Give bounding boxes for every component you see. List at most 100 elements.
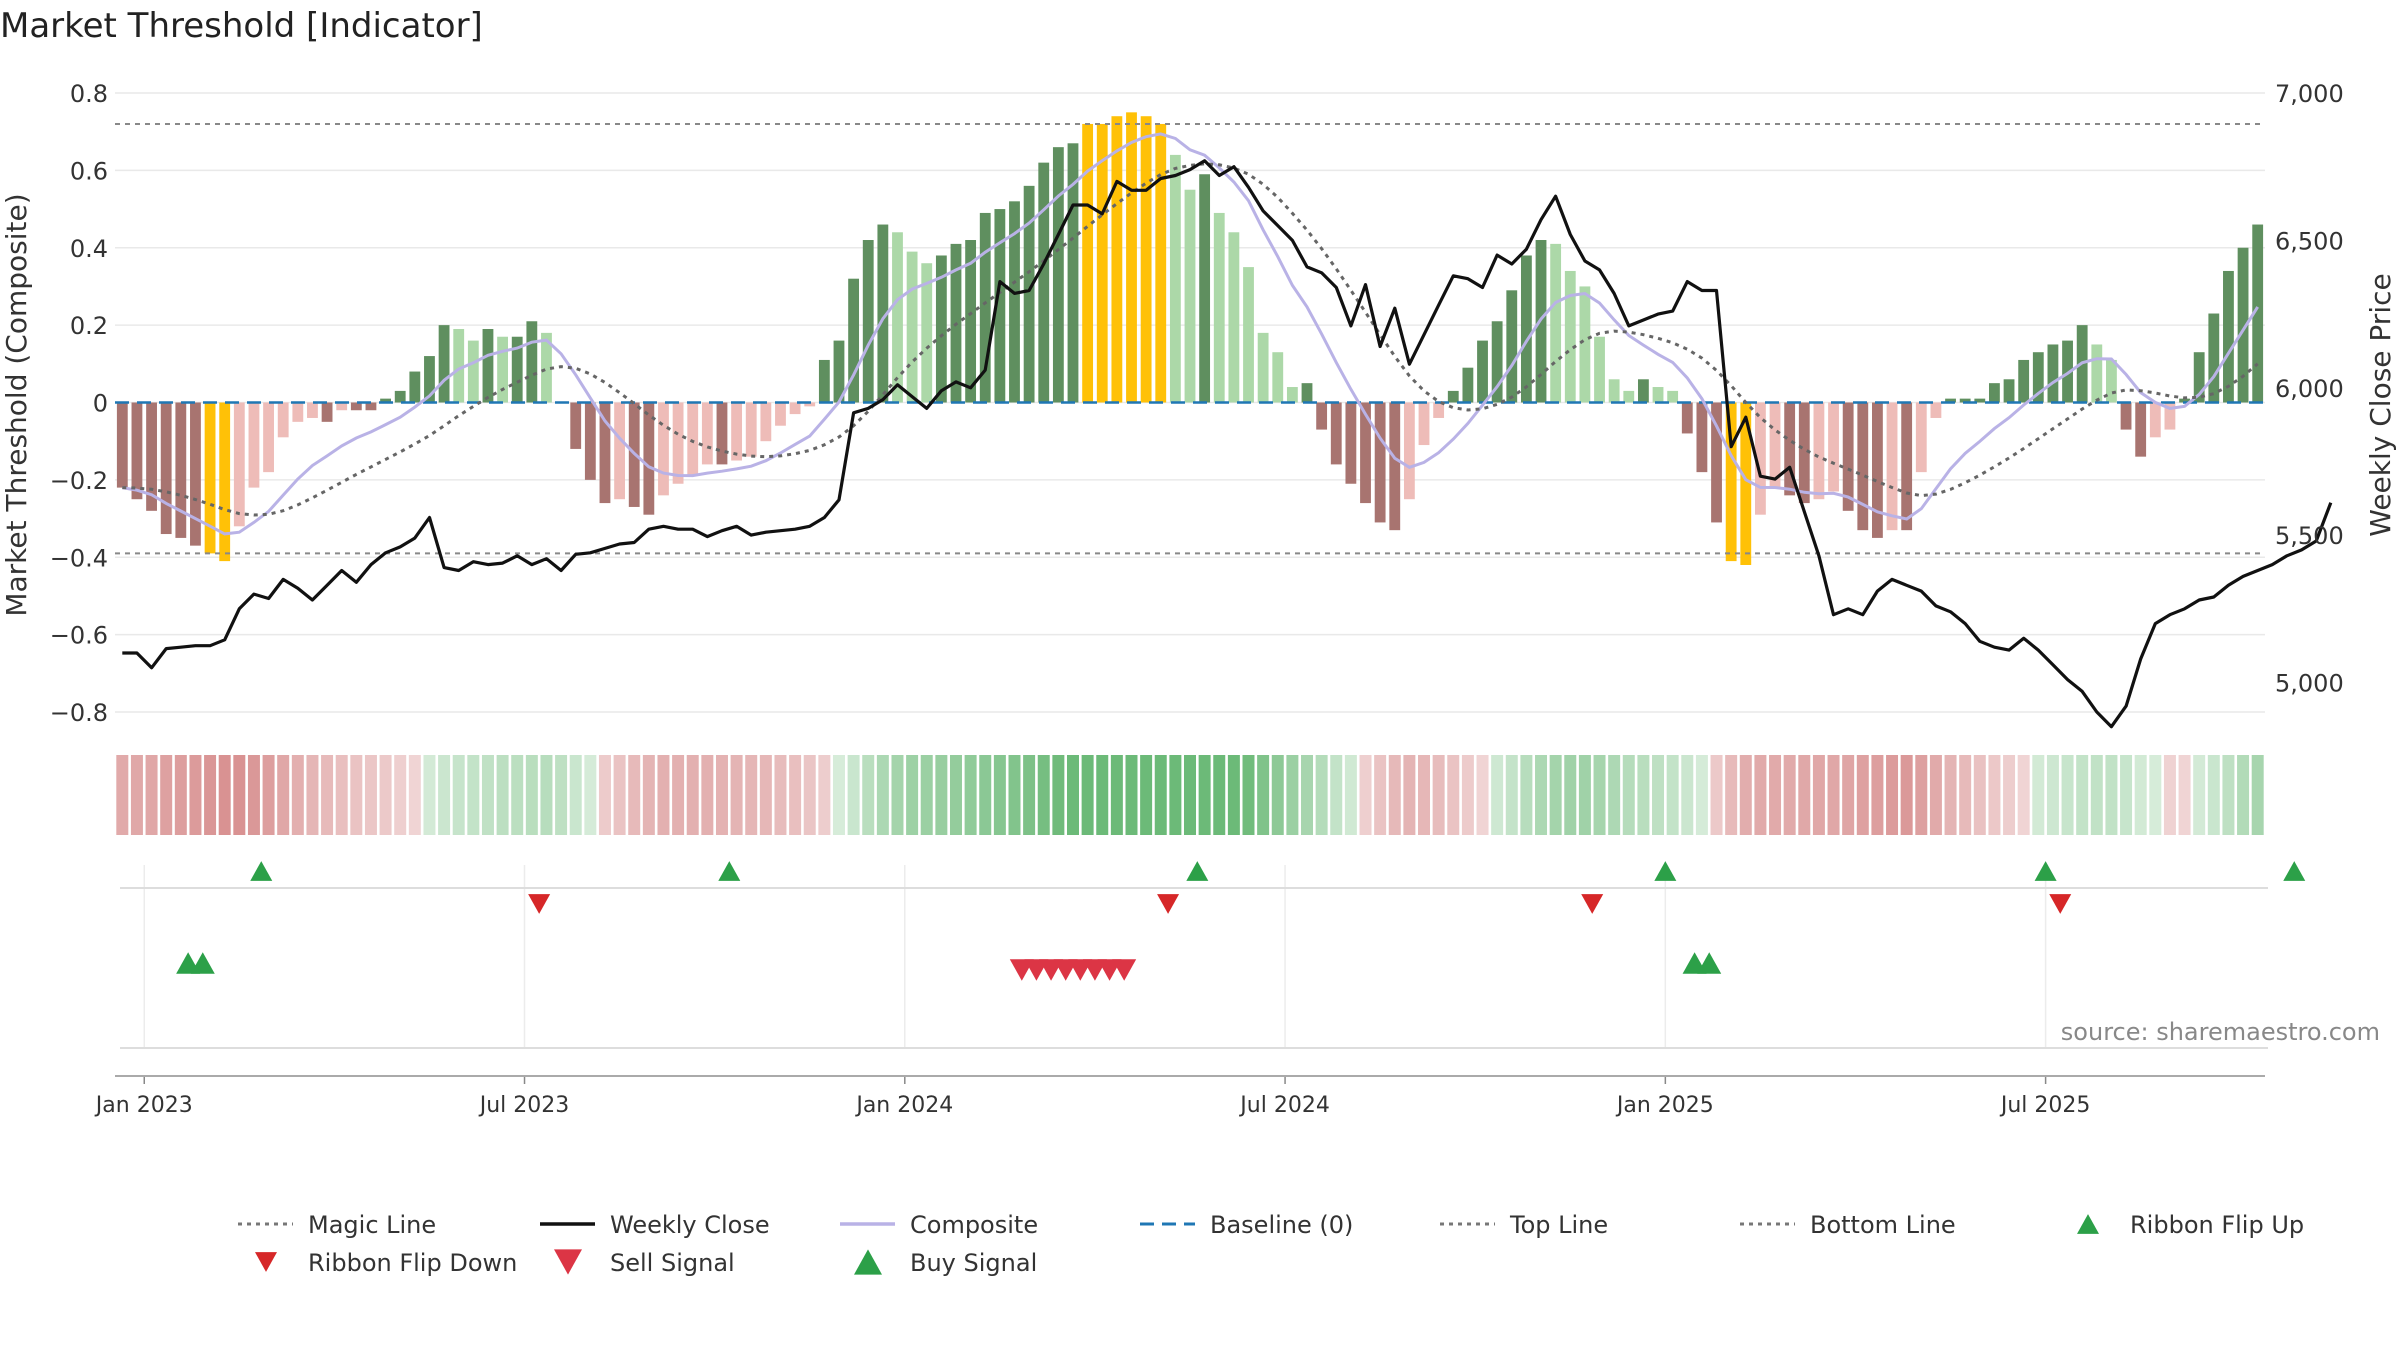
ribbon-cell: [1286, 755, 1299, 835]
legend-buy-signal-icon: [854, 1249, 882, 1275]
composite-bar: [453, 328, 465, 403]
composite-bar: [862, 240, 874, 403]
ribbon-cell: [876, 755, 889, 835]
ribbon-cell: [496, 755, 509, 835]
composite-bar: [365, 402, 377, 411]
composite-bar: [1769, 402, 1781, 488]
ribbon-cell: [1096, 755, 1109, 835]
legend-sell-signal-icon: [554, 1249, 582, 1275]
legend-buy-signal-label: Buy Signal: [910, 1249, 1037, 1277]
composite-bar: [175, 402, 187, 538]
legend-item: Top Line: [1440, 1211, 1608, 1239]
ribbon-cell: [1637, 755, 1650, 835]
composite-bar: [848, 278, 860, 403]
composite-bar: [2106, 359, 2117, 403]
ribbon-cell: [598, 755, 611, 835]
ribbon-cell: [321, 755, 334, 835]
y-tick-label: 0.4: [70, 235, 108, 263]
ribbon-cell: [130, 755, 143, 835]
ribbon-cell: [540, 755, 553, 835]
composite-bar: [1506, 290, 1518, 403]
composite-bar: [1213, 212, 1225, 403]
ribbon-cell: [2076, 755, 2089, 835]
ribbon-cell: [1301, 755, 1314, 835]
composite-bar: [833, 340, 845, 403]
composite-bar: [1798, 402, 1810, 504]
ribbon-cell: [233, 755, 246, 835]
composite-bar: [1126, 112, 1137, 403]
ribbon-cell: [1403, 755, 1416, 835]
composite-bar: [1711, 402, 1722, 523]
ribbon-cell: [1959, 755, 1972, 835]
composite-bar: [1886, 402, 1898, 531]
composite-bar: [892, 232, 903, 403]
ribbon-cell: [160, 755, 173, 835]
ribbon-cell: [1915, 755, 1928, 835]
ribbon-cell: [1783, 755, 1796, 835]
legend-item: Composite: [840, 1211, 1038, 1239]
ribbon-cell: [1608, 755, 1621, 835]
legend-sell-signal-label: Sell Signal: [610, 1249, 735, 1277]
composite-bar: [2003, 379, 2015, 403]
composite-bar: [965, 240, 977, 403]
composite-bar: [2208, 313, 2220, 403]
composite-bar: [292, 402, 304, 422]
ribbon-cell: [2193, 755, 2206, 835]
composite-bar: [877, 224, 889, 403]
composite-bar: [994, 209, 1006, 403]
ribbon-flip-down-marker: [1581, 894, 1604, 914]
chart-title: Market Threshold [Indicator]: [0, 6, 483, 46]
composite-bar: [979, 212, 991, 403]
ribbon-cell: [715, 755, 728, 835]
composite-bar: [658, 402, 669, 496]
x-tick-label: Jan 2024: [854, 1093, 953, 1118]
y-tick-label: 0: [93, 390, 108, 418]
composite-bar: [1038, 162, 1050, 403]
composite-bar: [1228, 232, 1240, 403]
y-tick-label: 0.8: [70, 80, 108, 108]
ribbon-flip-up-marker: [2283, 861, 2306, 881]
composite-bar: [2193, 352, 2205, 403]
ribbon-cell: [2222, 755, 2235, 835]
composite-bar: [1842, 402, 1854, 511]
ribbon-cell: [920, 755, 933, 835]
legend-top-line-label: Top Line: [1509, 1211, 1608, 1239]
composite-bar: [248, 402, 260, 488]
ribbon-cell: [1725, 755, 1738, 835]
composite-bar: [307, 402, 318, 418]
composite-bar: [1857, 402, 1869, 531]
ribbon-cell: [1666, 755, 1679, 835]
ribbon-cell: [613, 755, 626, 835]
ribbon-cell: [1213, 755, 1226, 835]
composite-bar: [1959, 398, 1971, 403]
y-tick-label: −0.6: [50, 622, 108, 650]
y-axis-label: Market Threshold (Composite): [0, 193, 33, 616]
composite-bar: [116, 402, 128, 488]
ribbon-cell: [1418, 755, 1431, 835]
composite-bar: [409, 371, 421, 403]
composite-bar: [1637, 379, 1649, 403]
composite-bar: [1096, 123, 1108, 403]
composite-bar: [2179, 398, 2190, 403]
x-tick-label: Jul 2024: [1238, 1093, 1330, 1118]
ribbon-cell: [1900, 755, 1913, 835]
composite-bar: [1623, 390, 1635, 403]
ribbon-flip-down-marker: [1157, 894, 1180, 914]
ribbon-cell: [277, 755, 290, 835]
composite-bar: [1082, 123, 1094, 403]
composite-bar: [219, 402, 231, 562]
ribbon-cell: [789, 755, 802, 835]
composite-bar: [131, 402, 143, 500]
ribbon-cell: [862, 755, 875, 835]
ribbon-cell: [174, 755, 187, 835]
ribbon-cell: [1037, 755, 1050, 835]
composite-bars: [116, 112, 2264, 565]
ribbon-cell: [1812, 755, 1825, 835]
ribbon-cell: [1023, 755, 1036, 835]
composite-bar: [1872, 402, 1883, 538]
composite-bar: [2018, 359, 2030, 403]
ribbon-cell: [1754, 755, 1767, 835]
composite-bar: [1374, 402, 1386, 523]
ribbon-cell: [672, 755, 685, 835]
